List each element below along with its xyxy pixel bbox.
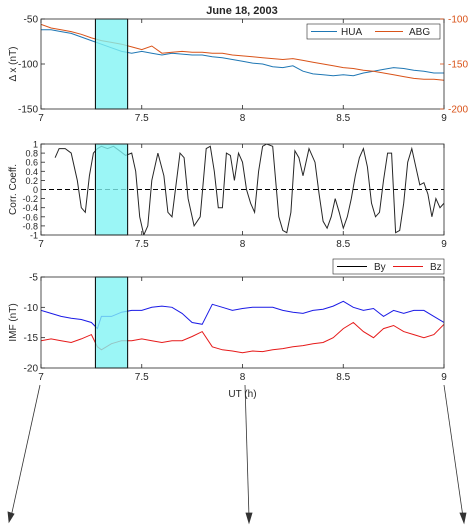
panel-bottom: 7 7.5 8 8.5 9 -20 -15 -10 -5 IMF (nT) UT (h) By Bz bbox=[8, 258, 447, 400]
arrow-right-head bbox=[459, 512, 467, 525]
y-tick-label: 0.2 bbox=[25, 176, 38, 186]
y-tick-label: -0.2 bbox=[22, 194, 38, 204]
x-tick-label: 7.5 bbox=[135, 113, 149, 124]
y-axis-label: Δ x (nT) bbox=[8, 46, 19, 81]
y-tick-label: -0.4 bbox=[22, 203, 38, 213]
x-tick-label: 8.5 bbox=[336, 113, 350, 124]
x-tick-label: 7.5 bbox=[135, 239, 149, 250]
y-tick-label: -15 bbox=[24, 333, 39, 344]
x-tick-label: 8 bbox=[240, 372, 246, 383]
highlight-window bbox=[94, 18, 129, 110]
legend-box bbox=[332, 258, 445, 275]
y-tick-label: 0.8 bbox=[25, 149, 38, 159]
y-tick-label: -0.8 bbox=[22, 221, 38, 231]
arrow-right bbox=[443, 384, 464, 518]
x-tick-label: 9 bbox=[441, 239, 447, 250]
arrow-left-head bbox=[7, 511, 15, 524]
y-tick-label: -10 bbox=[24, 303, 39, 314]
x-axis-label: UT (h) bbox=[228, 389, 256, 400]
legend-by-label: By bbox=[374, 262, 386, 273]
x-tick-label: 8 bbox=[240, 113, 246, 124]
legend: HUA ABG bbox=[306, 23, 441, 40]
series-corr-line bbox=[54, 144, 444, 235]
y-tick-label: -0.6 bbox=[22, 212, 38, 222]
arrow-middle-head bbox=[245, 512, 253, 525]
legend-hua-label: HUA bbox=[341, 27, 362, 38]
y-tick-label: -100 bbox=[18, 60, 38, 71]
x-tick-label: 8.5 bbox=[336, 239, 350, 250]
arrow-left bbox=[10, 384, 41, 518]
x-tick-label: 8.5 bbox=[336, 372, 350, 383]
y2-tick-label: -200 bbox=[448, 105, 468, 116]
figure-title: June 18, 2003 bbox=[206, 5, 278, 17]
y-tick-label: 0 bbox=[33, 185, 38, 195]
y-tick-label: -50 bbox=[24, 15, 39, 26]
arrow-middle bbox=[244, 384, 250, 518]
legend: By Bz bbox=[332, 258, 445, 275]
x-tick-label: 8 bbox=[240, 239, 246, 250]
y-tick-label: 0.6 bbox=[25, 158, 38, 168]
y-tick-label: -20 bbox=[24, 364, 39, 375]
x-tick-label: 7 bbox=[38, 113, 44, 124]
x-tick-label: 9 bbox=[441, 113, 447, 124]
y-tick-label: 0.4 bbox=[25, 167, 38, 177]
y2-tick-label: -100 bbox=[448, 15, 468, 26]
y-tick-label: -1 bbox=[30, 231, 38, 241]
callout-arrows bbox=[7, 384, 467, 525]
panel-middle: 7 7.5 8 8.5 9 -1-0.8-0.6-0.4-0.200.20.40.60.8… bbox=[8, 140, 447, 251]
x-tick-label: 7.5 bbox=[135, 372, 149, 383]
y-tick-label: -5 bbox=[29, 273, 38, 284]
y-tick-label: 1 bbox=[33, 140, 38, 150]
x-tick-label: 7 bbox=[38, 239, 44, 250]
legend-box bbox=[306, 23, 441, 40]
x-tick-label: 7 bbox=[38, 372, 44, 383]
highlight-window bbox=[94, 143, 129, 236]
y2-tick-label: -150 bbox=[448, 60, 468, 71]
legend-bz-label: Bz bbox=[430, 262, 442, 273]
legend-abg-label: ABG bbox=[409, 27, 430, 38]
y-axis-label: Corr. Coeff. bbox=[8, 164, 19, 215]
y-axis-label: IMF (nT) bbox=[8, 303, 19, 341]
x-tick-label: 9 bbox=[441, 372, 447, 383]
highlight-window bbox=[94, 276, 129, 369]
y-tick-label: -150 bbox=[18, 105, 38, 116]
